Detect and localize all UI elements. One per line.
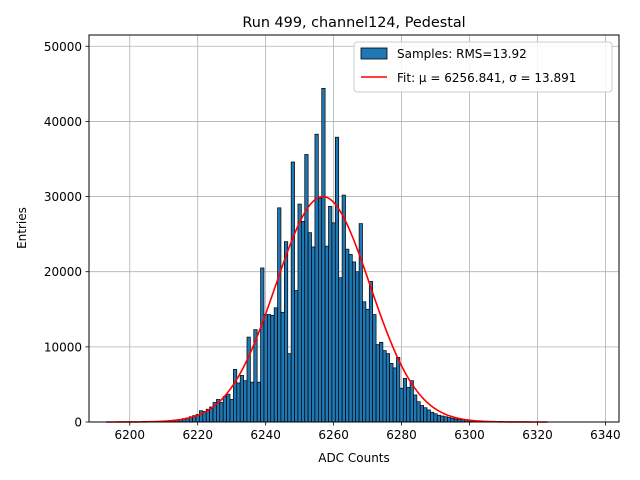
x-tick-label: 6260 xyxy=(318,428,349,442)
histogram-bar xyxy=(297,203,302,423)
histogram-bar xyxy=(270,314,275,423)
histogram-bar xyxy=(379,341,384,423)
histogram-bar xyxy=(375,344,380,423)
histogram-bar xyxy=(280,311,285,423)
histogram-bar xyxy=(338,277,343,423)
y-axis-label: Entries xyxy=(15,207,29,249)
x-tick-label: 6280 xyxy=(386,428,417,442)
x-tick-label: 6240 xyxy=(250,428,281,442)
x-tick-label: 6200 xyxy=(114,428,145,442)
histogram-bar xyxy=(290,161,295,423)
histogram-bar xyxy=(436,414,441,423)
y-tick-label: 50000 xyxy=(44,40,82,54)
histogram-bar xyxy=(345,248,350,423)
histogram-bar xyxy=(294,290,299,423)
histogram-bar xyxy=(423,407,428,423)
histogram-bar xyxy=(226,393,231,423)
plot-frame xyxy=(88,34,620,423)
histogram-bar xyxy=(433,413,438,423)
histogram-bar xyxy=(243,380,248,423)
histogram-bar xyxy=(362,301,367,423)
histogram-bar xyxy=(348,254,353,423)
histogram-bar xyxy=(321,88,326,423)
histogram-bar xyxy=(382,350,387,423)
histogram-bar xyxy=(368,281,374,423)
histogram-bar xyxy=(389,363,394,423)
y-tick-label: 10000 xyxy=(44,340,82,354)
histogram-bar xyxy=(304,154,309,423)
histogram-bar xyxy=(443,416,448,423)
x-tick-label: 6320 xyxy=(522,428,553,442)
histogram-bar xyxy=(450,417,455,423)
histogram-bar xyxy=(372,314,377,423)
histogram-bar xyxy=(219,402,224,423)
histogram-bar xyxy=(314,133,319,423)
y-tick-label: 0 xyxy=(74,416,82,430)
histogram-bar xyxy=(284,241,289,423)
histogram-bar xyxy=(239,375,244,423)
histogram-bar xyxy=(263,314,268,423)
fit-curve xyxy=(105,195,548,423)
x-axis-label: ADC Counts xyxy=(318,451,390,465)
histogram-bar xyxy=(416,401,421,423)
histogram-bar xyxy=(447,417,452,423)
histogram-bar xyxy=(324,245,329,423)
legend-box xyxy=(353,41,613,93)
histogram-bar xyxy=(256,381,261,423)
histogram-bar xyxy=(233,369,238,423)
histogram-bar xyxy=(273,307,278,423)
histogram-bar xyxy=(287,353,292,423)
x-tick-label: 6220 xyxy=(182,428,213,442)
histogram-bar xyxy=(430,411,435,423)
histogram-bar xyxy=(246,336,251,423)
histogram-bar xyxy=(267,314,272,423)
histogram-bar xyxy=(396,357,401,423)
histogram-bar xyxy=(385,353,391,423)
histogram-bar xyxy=(351,261,357,423)
legend-samples-swatch xyxy=(360,47,388,60)
histogram-bar xyxy=(419,405,424,423)
histogram-bars xyxy=(161,88,479,423)
y-tick-label: 30000 xyxy=(44,190,82,204)
legend-fit-label: Fit: μ = 6256.841, σ = 13.891 xyxy=(397,71,576,85)
histogram-bar xyxy=(440,415,445,423)
histogram-bar xyxy=(277,207,282,423)
chart-title: Run 499, channel124, Pedestal xyxy=(242,15,465,31)
histogram-bar xyxy=(307,232,312,423)
x-tick-label: 6300 xyxy=(454,428,485,442)
histogram-bar xyxy=(328,205,333,423)
histogram-bar xyxy=(399,387,404,423)
y-tick-label: 40000 xyxy=(44,115,82,129)
histogram-bar xyxy=(311,246,316,423)
x-tick-label: 6340 xyxy=(590,428,621,442)
histogram-bar xyxy=(334,136,340,423)
histogram-bar xyxy=(317,197,323,423)
histogram-bar xyxy=(413,394,418,423)
histogram-bar xyxy=(199,410,204,423)
histogram-bar xyxy=(341,194,346,423)
histogram-bar xyxy=(392,367,397,423)
y-axis: 0 10000 20000 30000 40000 50000 xyxy=(44,40,89,430)
histogram-bar xyxy=(406,387,411,423)
histogram-bar xyxy=(260,267,265,423)
histogram-bar xyxy=(300,221,306,423)
histogram-bar xyxy=(402,378,408,423)
legend: Samples: RMS=13.92 Fit: μ = 6256.841, σ … xyxy=(353,41,613,93)
histogram-bar xyxy=(236,382,241,423)
histogram-bar xyxy=(426,409,431,423)
histogram-bar xyxy=(229,399,234,423)
y-tick-label: 20000 xyxy=(44,265,82,279)
histogram-bar xyxy=(250,381,255,423)
histogram-bar xyxy=(365,308,370,423)
histogram-bar xyxy=(331,222,336,423)
legend-samples-label: Samples: RMS=13.92 xyxy=(397,47,527,61)
histogram-bar xyxy=(355,271,360,423)
x-axis: 6200 6220 6240 6260 6280 6300 6320 6340 xyxy=(114,422,621,442)
histogram-bar xyxy=(222,396,227,423)
